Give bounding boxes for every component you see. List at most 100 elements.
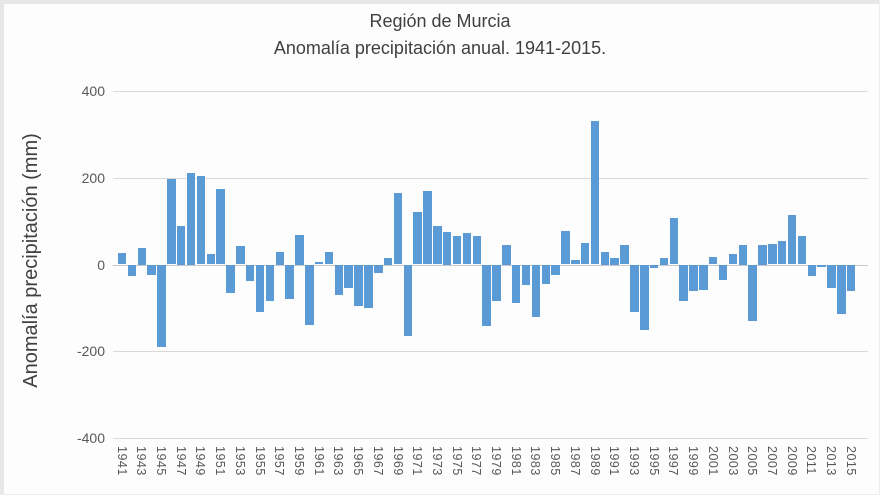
bar-1963 — [334, 264, 344, 295]
bar-1967 — [374, 264, 383, 274]
bar-2006 — [758, 245, 767, 265]
x-tick-1975: 1975 — [449, 446, 464, 476]
bar-1966 — [364, 264, 373, 308]
bar-1983 — [531, 264, 541, 317]
x-tick-1993: 1993 — [626, 446, 641, 476]
chart-title-line2: Anomalía precipitación anual. 1941-2015. — [273, 38, 607, 58]
bar-1995 — [649, 264, 659, 268]
frame-border-left — [0, 0, 4, 495]
bar-1948 — [186, 172, 196, 265]
gridline-200 — [113, 177, 868, 179]
bar-1968 — [383, 258, 393, 265]
bar-1971 — [413, 211, 422, 265]
bar-1998 — [679, 264, 688, 302]
x-tick-1985: 1985 — [548, 446, 563, 476]
bar-1954 — [245, 264, 255, 281]
bar-2013 — [827, 264, 836, 288]
bar-2008 — [777, 241, 787, 265]
bar-1993 — [630, 264, 639, 313]
bar-1981 — [511, 264, 521, 303]
x-tick-2005: 2005 — [745, 446, 760, 476]
x-tick-1977: 1977 — [469, 446, 484, 476]
y-tick-0: 0 — [97, 256, 105, 273]
x-tick-1949: 1949 — [193, 446, 208, 476]
bar-2014 — [837, 264, 846, 315]
bar-1952 — [226, 264, 235, 293]
frame-border-top — [0, 0, 880, 4]
bar-1990 — [600, 251, 610, 265]
bar-1977 — [472, 236, 482, 265]
bar-1944 — [147, 264, 156, 275]
y-tick-400: 400 — [81, 83, 105, 99]
y-axis-title: Anomalía precipitación (mm) — [20, 133, 42, 388]
bar-1965 — [354, 264, 363, 306]
x-tick-2007: 2007 — [764, 446, 779, 476]
gridline--200 — [113, 351, 868, 353]
bar-1943 — [137, 248, 147, 265]
bar-1970 — [403, 264, 413, 337]
x-tick-1967: 1967 — [370, 446, 385, 476]
bar-1961 — [314, 262, 324, 265]
x-tick-2009: 2009 — [784, 446, 799, 476]
bar-1945 — [157, 264, 166, 347]
bar-1942 — [127, 264, 137, 277]
x-tick-1997: 1997 — [666, 446, 681, 476]
x-tick-1963: 1963 — [331, 446, 346, 476]
bar-2000 — [699, 264, 708, 290]
bar-1992 — [620, 245, 629, 265]
bar-2009 — [787, 214, 797, 265]
x-tick-1947: 1947 — [173, 446, 188, 476]
bar-1947 — [176, 225, 186, 265]
x-tick-1941: 1941 — [114, 446, 129, 476]
x-tick-1983: 1983 — [528, 446, 543, 476]
x-tick-1951: 1951 — [213, 446, 228, 476]
bar-1956 — [265, 264, 275, 302]
bar-1999 — [689, 264, 698, 292]
bar-2015 — [846, 264, 856, 291]
bar-2007 — [768, 244, 777, 265]
x-tick-2011: 2011 — [804, 446, 819, 475]
bar-2003 — [728, 253, 738, 265]
chart-title: Región de Murcia Anomalía precipitación … — [0, 8, 880, 62]
x-tick-1955: 1955 — [252, 446, 267, 476]
bar-1989 — [590, 121, 600, 265]
x-tick-1957: 1957 — [272, 446, 287, 476]
bar-1986 — [561, 231, 570, 265]
bar-1978 — [482, 264, 491, 327]
bar-1973 — [433, 226, 442, 265]
bar-1982 — [521, 264, 531, 286]
bar-2012 — [817, 264, 826, 267]
bar-1959 — [295, 235, 304, 265]
bar-1975 — [452, 236, 462, 265]
x-tick-2013: 2013 — [824, 446, 838, 476]
bar-1960 — [305, 264, 314, 326]
x-tick-2015: 2015 — [843, 446, 858, 476]
x-tick-2001: 2001 — [705, 446, 720, 476]
bar-1951 — [216, 188, 225, 265]
bar-1996 — [659, 258, 669, 265]
x-tick-1979: 1979 — [489, 446, 503, 476]
x-tick-1999: 1999 — [686, 446, 700, 476]
bar-1987 — [571, 260, 580, 265]
bar-1974 — [442, 231, 452, 265]
y-tick-200: 200 — [81, 169, 105, 186]
x-tick-1969: 1969 — [390, 446, 405, 476]
x-tick-1959: 1959 — [292, 446, 306, 476]
x-tick-1991: 1991 — [607, 446, 622, 476]
x-tick-1995: 1995 — [646, 446, 661, 476]
bar-1994 — [640, 264, 649, 330]
gridline--400 — [113, 438, 868, 439]
bar-1984 — [541, 264, 551, 284]
bar-1946 — [167, 178, 176, 265]
bar-2005 — [748, 264, 757, 322]
gridline-400 — [113, 91, 868, 92]
bar-1964 — [344, 264, 353, 289]
x-tick-1943: 1943 — [134, 446, 149, 476]
x-tick-1981: 1981 — [508, 446, 523, 476]
bar-1957 — [275, 251, 285, 265]
x-tick-1965: 1965 — [351, 446, 366, 476]
x-tick-1973: 1973 — [429, 446, 444, 476]
chart-title-line1: Región de Murcia — [369, 11, 511, 31]
bar-1988 — [580, 242, 590, 265]
